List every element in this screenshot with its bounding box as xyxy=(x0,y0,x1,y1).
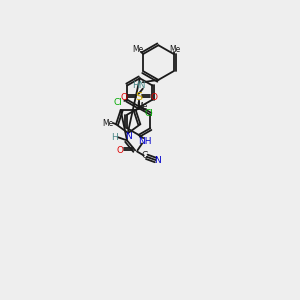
Text: O: O xyxy=(150,93,157,102)
Text: S: S xyxy=(135,92,142,102)
Text: NH: NH xyxy=(138,136,152,146)
Text: Me: Me xyxy=(169,45,180,54)
Text: Me: Me xyxy=(102,118,113,127)
Text: O: O xyxy=(116,146,124,155)
Text: Cl: Cl xyxy=(114,98,122,106)
Text: O: O xyxy=(120,93,127,102)
Text: Cl: Cl xyxy=(145,109,154,118)
Text: H: H xyxy=(111,133,118,142)
Text: N: N xyxy=(154,156,161,165)
Text: Me: Me xyxy=(136,102,148,111)
Text: HN: HN xyxy=(132,81,146,90)
Text: C: C xyxy=(142,151,148,160)
Text: N: N xyxy=(125,132,132,141)
Text: Me: Me xyxy=(132,45,144,54)
